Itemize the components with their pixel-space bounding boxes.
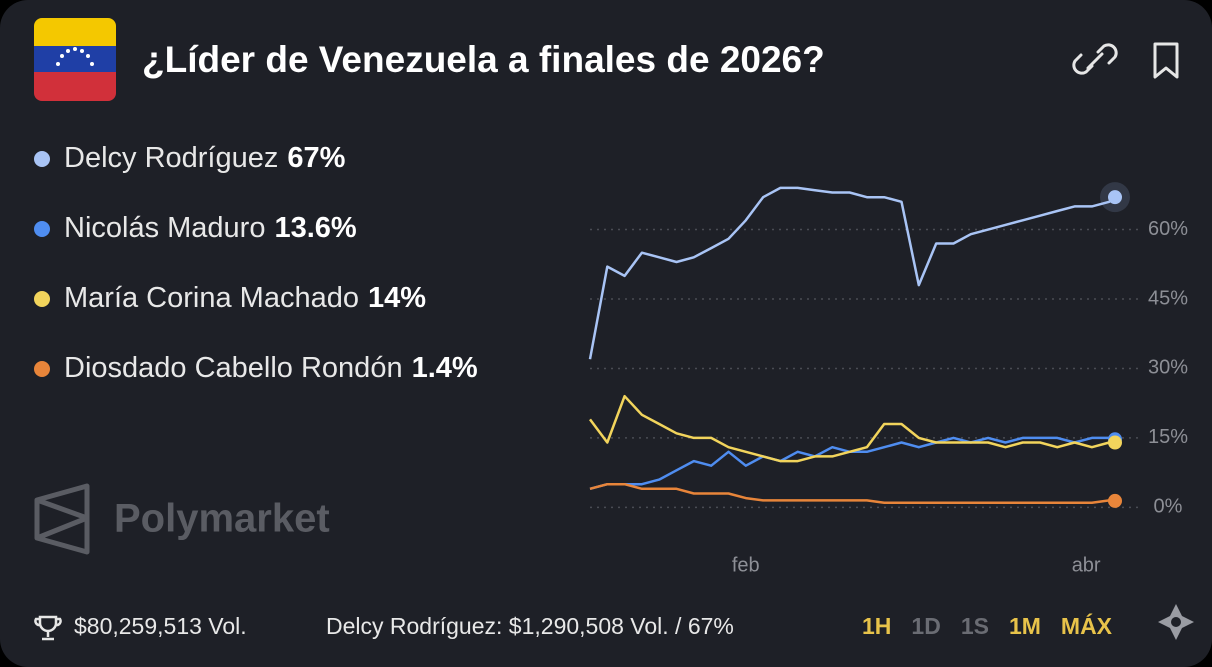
series-line — [589, 436, 1116, 491]
brand: Polymarket — [114, 497, 330, 541]
settings-icon[interactable] — [1158, 604, 1194, 640]
legend-entry: Delcy Rodríguez 67% — [64, 142, 346, 174]
flag — [34, 18, 116, 101]
range-button[interactable]: 1S — [961, 613, 989, 639]
series-line — [588, 394, 1115, 463]
range-button[interactable]: MÁX — [1061, 612, 1113, 639]
legend-name: Diosdado Cabello Rondón — [64, 352, 403, 384]
legend-value: 1.4% — [412, 352, 478, 384]
volume-detail: Delcy Rodríguez: $1,290,508 Vol. / 67% — [326, 613, 734, 639]
legend-dot — [34, 151, 50, 167]
y-tick-label: 45% — [1148, 287, 1188, 309]
title: ¿Líder de Venezuela a finales de 2026? — [142, 39, 825, 80]
y-tick-label: 0% — [1154, 496, 1183, 518]
legend-entry: Diosdado Cabello Rondón 1.4% — [64, 352, 478, 384]
bookmark-icon[interactable] — [1153, 42, 1179, 79]
logo — [34, 483, 90, 555]
legend-dot — [34, 291, 50, 307]
range-button[interactable]: 1H — [862, 613, 891, 639]
y-tick-label: 30% — [1148, 357, 1188, 379]
end-dot — [1108, 190, 1122, 205]
end-dot — [1108, 493, 1122, 508]
end-dot — [1108, 435, 1122, 450]
legend-name: Nicolás Maduro — [64, 212, 265, 244]
x-tick-label: feb — [732, 554, 760, 576]
y-tick-label: 60% — [1148, 218, 1188, 240]
legend-value: 67% — [287, 142, 345, 174]
legend-dot — [34, 221, 50, 237]
x-tick-label: abr — [1072, 554, 1101, 576]
range-button[interactable]: 1D — [911, 613, 940, 639]
legend-name: Delcy Rodríguez — [64, 142, 278, 174]
legend-name: María Corina Machado — [64, 282, 359, 314]
link-icon[interactable] — [1072, 43, 1118, 75]
total-volume: $80,259,513 Vol. — [74, 613, 247, 639]
series-line — [588, 186, 1116, 360]
y-tick-label: 15% — [1148, 426, 1188, 448]
legend-value: 14% — [368, 282, 426, 314]
range-button[interactable]: 1M — [1009, 613, 1041, 639]
series-line — [589, 482, 1116, 504]
legend-value: 13.6% — [274, 212, 356, 244]
trophy-icon — [34, 615, 62, 641]
legend-entry: María Corina Machado 14% — [64, 282, 426, 314]
legend-entry: Nicolás Maduro 13.6% — [64, 212, 357, 244]
legend-dot — [34, 361, 50, 377]
